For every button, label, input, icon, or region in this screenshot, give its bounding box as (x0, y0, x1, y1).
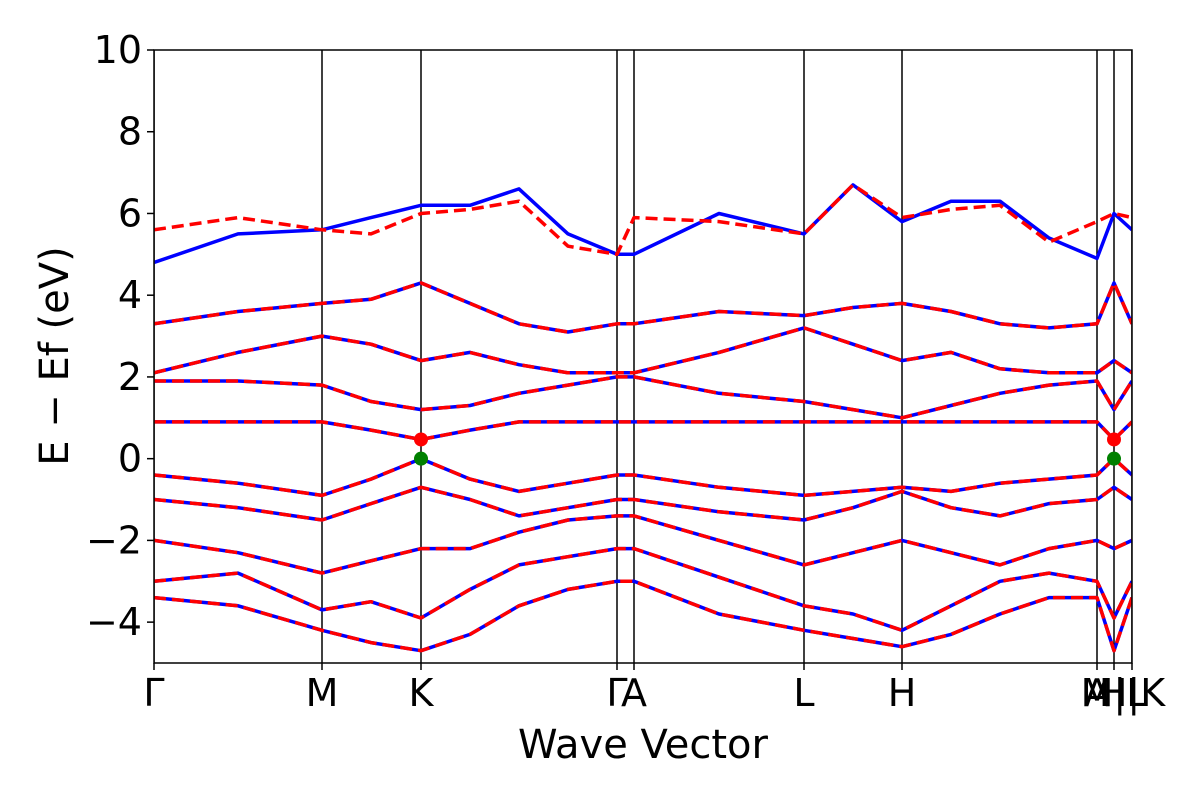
x-axis-label: Wave Vector (518, 722, 769, 768)
band (154, 281, 1132, 334)
band-edge-marker (414, 432, 428, 447)
band-dashed (154, 546, 1132, 633)
band-dashed (154, 514, 1132, 575)
band (154, 326, 1132, 375)
y-tick-label: 6 (118, 191, 142, 235)
x-tick-label: A (621, 671, 647, 715)
band-edge-marker (414, 451, 428, 466)
x-tick-label: M (306, 671, 339, 715)
x-tick-label: H (888, 671, 917, 715)
x-tick-label: H|K (1099, 671, 1166, 716)
axes-frame (153, 49, 1133, 664)
y-tick-label: 10 (94, 28, 142, 72)
x-tick-label: Γ (606, 671, 627, 715)
band (154, 183, 1132, 265)
band-dashed (154, 281, 1132, 334)
band-dashed (154, 375, 1132, 420)
y-tick-label: 4 (118, 273, 142, 317)
band-dashed (154, 485, 1132, 522)
band-dashed (154, 579, 1132, 653)
band (154, 420, 1132, 442)
x-tick-label: M|L (1081, 671, 1148, 716)
band (154, 579, 1132, 653)
y-tick-label: −2 (86, 518, 142, 562)
y-tick-label: 2 (118, 355, 142, 399)
band-edge-marker (1107, 451, 1121, 466)
band-dashed (154, 456, 1132, 498)
plot-area (154, 50, 1132, 663)
y-tick-label: −4 (86, 600, 142, 644)
band-edge-marker (1107, 432, 1121, 447)
y-tick-label: 0 (118, 437, 142, 481)
band-dashed (154, 326, 1132, 375)
band-dashed (154, 183, 1132, 257)
band (154, 514, 1132, 575)
x-tick-label: A (1084, 671, 1110, 715)
x-tick-label: L (793, 671, 814, 715)
x-tick-label: K (409, 671, 435, 715)
y-tick-label: 8 (118, 110, 142, 154)
y-axis-label: E − Ef (eV) (32, 246, 78, 465)
band-dashed (154, 420, 1132, 442)
x-tick-label: Γ (143, 671, 164, 715)
